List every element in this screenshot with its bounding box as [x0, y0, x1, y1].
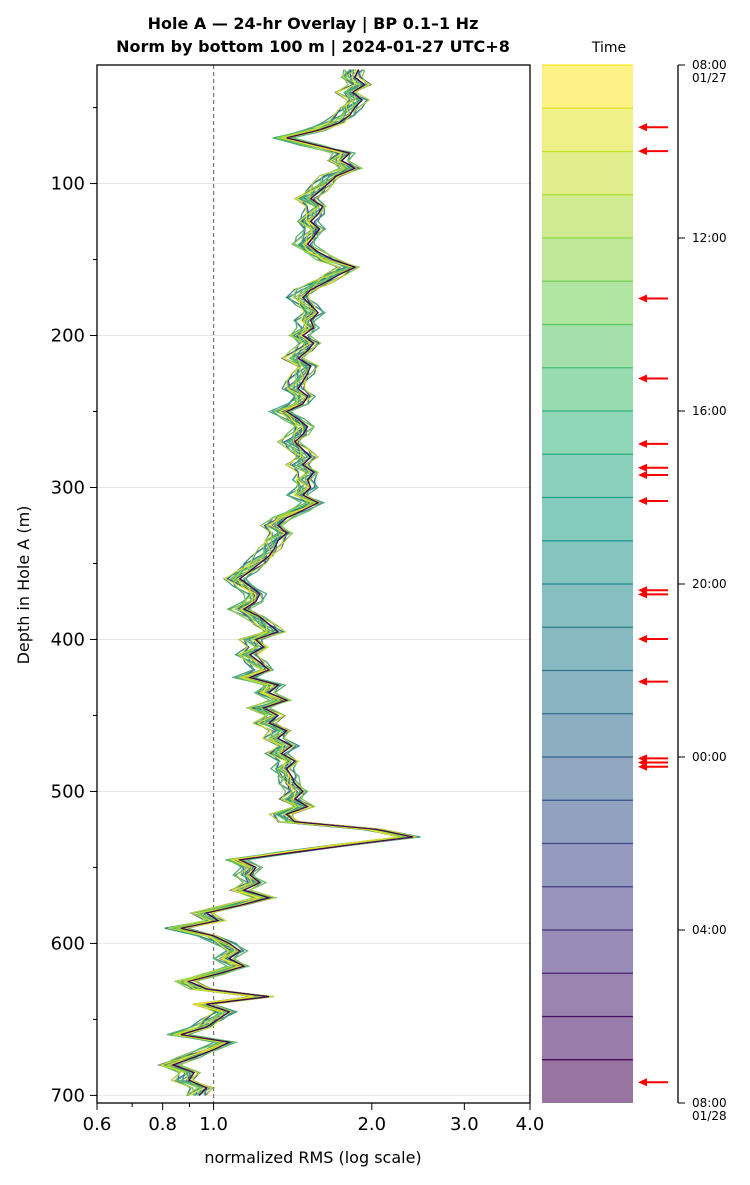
x-tick-label: 1.0 — [199, 1114, 228, 1135]
time-tick-label: 16:00 — [692, 404, 727, 418]
event-arrow-head — [638, 123, 647, 132]
colorbar-band — [542, 1059, 633, 1103]
colorbar-band — [542, 497, 633, 541]
colorbar-band — [542, 540, 633, 584]
event-arrow-head — [638, 294, 647, 303]
time-tick-date: 01/28 — [692, 1109, 727, 1123]
colorbar-band — [542, 454, 633, 498]
colorbar-band — [542, 367, 633, 411]
chart-title-line1: Hole A — 24-hr Overlay | BP 0.1–1 Hz — [148, 14, 479, 34]
series-line — [157, 69, 415, 1096]
series-line — [166, 69, 421, 1096]
series-line — [158, 69, 411, 1096]
series-line — [161, 69, 403, 1096]
time-tick-date: 01/27 — [692, 71, 727, 85]
colorbar-band — [542, 65, 633, 109]
series-line — [171, 69, 405, 1096]
colorbar-band — [542, 584, 633, 628]
colorbar-band — [542, 886, 633, 930]
series-line — [160, 69, 404, 1096]
colorbar-band — [542, 800, 633, 844]
grid-lines — [97, 65, 530, 1103]
time-tick-label: 20:00 — [692, 577, 727, 591]
x-axis-label: normalized RMS (log scale) — [204, 1148, 421, 1167]
series-line — [167, 69, 415, 1096]
series-line — [167, 69, 403, 1096]
series-line — [169, 69, 399, 1096]
colorbar-band — [542, 973, 633, 1017]
time-colorbar: 08:0001/2712:0016:0020:0000:0004:0008:00… — [542, 58, 727, 1123]
event-arrow-head — [638, 374, 647, 383]
series-line — [172, 69, 399, 1096]
y-tick-label: 100 — [51, 174, 85, 195]
colorbar-band — [542, 108, 633, 152]
colorbar-band — [542, 324, 633, 368]
y-tick-label: 400 — [51, 629, 85, 650]
y-tick-label: 700 — [51, 1085, 85, 1106]
colorbar-band — [542, 930, 633, 974]
series-line — [165, 69, 413, 1096]
event-arrow-head — [638, 463, 647, 472]
x-tick-label: 3.0 — [450, 1114, 479, 1135]
event-arrow-head — [638, 471, 647, 480]
colorbar-band — [542, 843, 633, 887]
series-line — [158, 69, 412, 1096]
colorbar-band — [542, 238, 633, 282]
colorbar-band — [542, 713, 633, 757]
y-tick-label: 500 — [51, 781, 85, 802]
y-axis-label: Depth in Hole A (m) — [14, 506, 33, 665]
x-tick-label: 2.0 — [357, 1114, 386, 1135]
x-tick-label: 0.6 — [83, 1114, 112, 1135]
time-tick-label: 08:00 — [692, 1096, 727, 1110]
x-tick-label: 0.8 — [148, 1114, 177, 1135]
series-line — [159, 69, 418, 1096]
event-arrow-head — [638, 496, 647, 505]
event-arrow-head — [638, 147, 647, 156]
time-tick-label: 08:00 — [692, 58, 727, 72]
colorbar-band — [542, 281, 633, 325]
colorbar-band — [542, 627, 633, 671]
series-line — [170, 69, 399, 1096]
event-arrow-head — [638, 762, 647, 771]
axes: 100 200 300 400 500 600 700 0.6 0.8 1.0 2.0 3.0 4.0 — [51, 64, 545, 1135]
colorbar-band — [542, 411, 633, 455]
colorbar-band — [542, 757, 633, 801]
y-tick-label: 600 — [51, 933, 85, 954]
time-tick-label: 00:00 — [692, 750, 727, 764]
y-tick-label: 200 — [51, 326, 85, 347]
series-line — [172, 69, 403, 1096]
event-arrow-head — [638, 1078, 647, 1087]
event-arrow-head — [638, 677, 647, 686]
colorbar-title: Time — [591, 40, 626, 56]
series-line — [164, 69, 421, 1096]
colorbar-band — [542, 194, 633, 238]
series-line — [164, 69, 408, 1096]
chart-title-line2: Norm by bottom 100 m | 2024-01-27 UTC+8 — [116, 37, 510, 57]
plot-frame — [96, 64, 531, 1104]
series-line — [167, 69, 403, 1096]
series-line — [159, 69, 408, 1096]
series-line-latest — [170, 69, 414, 1096]
time-tick-label: 04:00 — [692, 923, 727, 937]
series-line — [164, 69, 407, 1096]
colorbar-band — [542, 1016, 633, 1060]
event-arrow-head — [638, 439, 647, 448]
series-line — [165, 69, 413, 1096]
colorbar-band — [542, 670, 633, 714]
series-line — [158, 69, 416, 1096]
series-line — [166, 69, 416, 1096]
time-tick-label: 12:00 — [692, 231, 727, 245]
y-tick-label: 300 — [51, 477, 85, 498]
series-lines — [157, 69, 421, 1096]
event-arrow-head — [638, 635, 647, 644]
event-arrow-head — [638, 590, 647, 599]
series-line — [160, 69, 407, 1096]
colorbar-band — [542, 151, 633, 195]
x-tick-label: 4.0 — [516, 1114, 545, 1135]
